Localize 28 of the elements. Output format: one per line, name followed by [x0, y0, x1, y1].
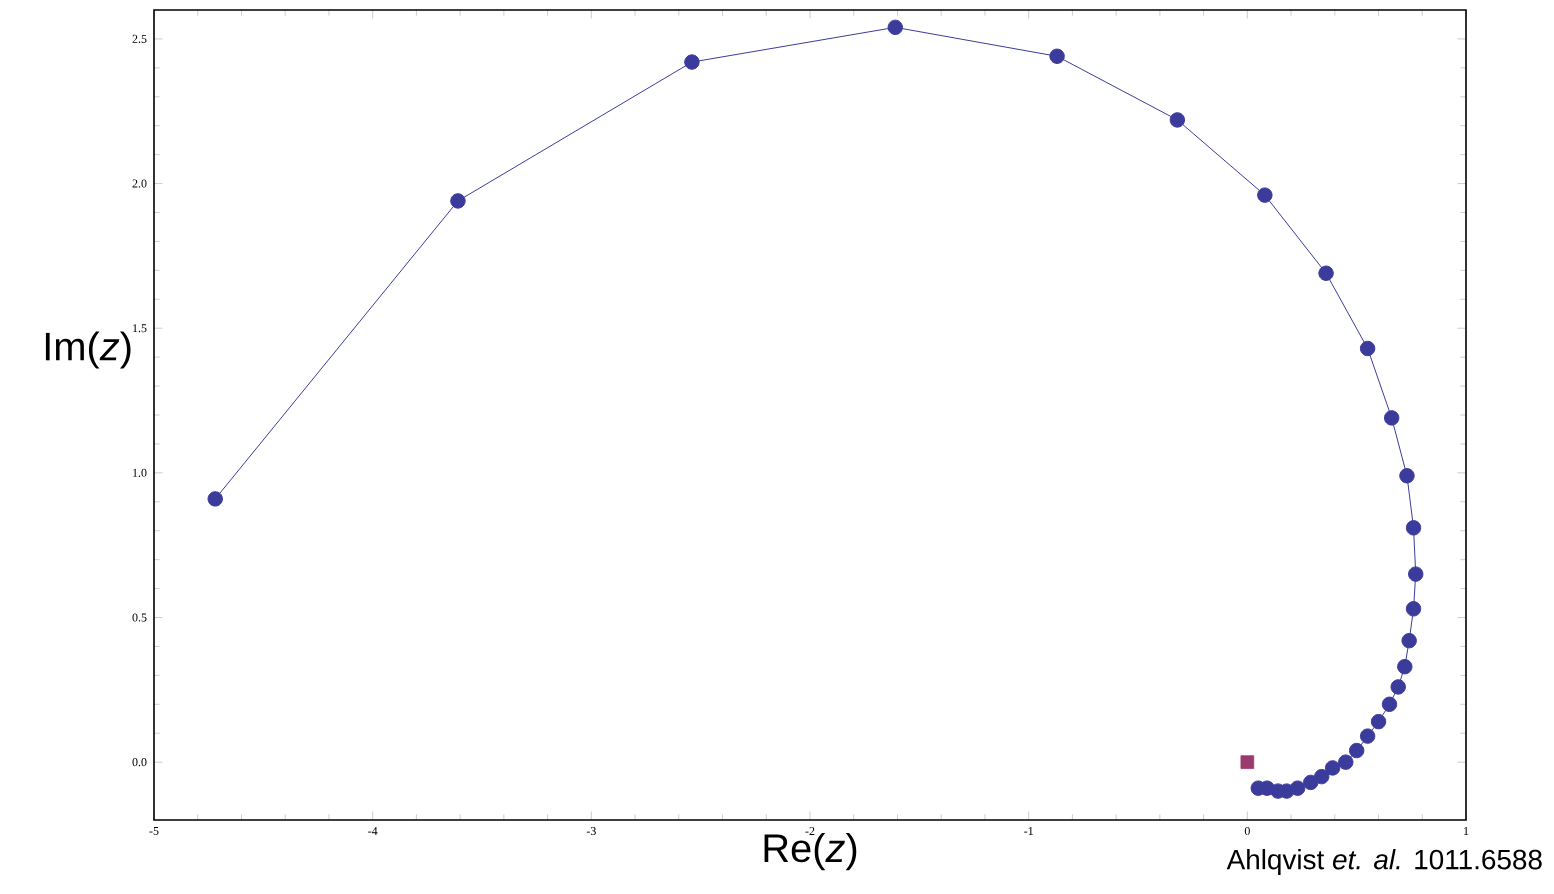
- point: [1383, 410, 1400, 426]
- point: [1405, 601, 1422, 617]
- point: [1303, 774, 1319, 791]
- point: [1381, 696, 1398, 712]
- point: [684, 54, 700, 70]
- point: [1399, 468, 1415, 484]
- point: [207, 491, 223, 507]
- point: [1359, 728, 1376, 744]
- point: [1324, 760, 1341, 776]
- point: [450, 193, 466, 209]
- x-axis-title: Re(z): [764, 833, 857, 871]
- point: [1370, 713, 1387, 730]
- point: [1338, 754, 1354, 770]
- point: [1049, 48, 1065, 64]
- point: [1169, 112, 1186, 128]
- point: [1240, 755, 1255, 769]
- point: [1401, 632, 1417, 649]
- point: [1257, 187, 1273, 203]
- point: [1408, 566, 1424, 582]
- point: [1359, 340, 1376, 357]
- point: [1318, 265, 1334, 281]
- point: [887, 19, 903, 36]
- y-axis-title: Im(z): [45, 331, 131, 369]
- point: [1397, 658, 1413, 675]
- point: [1405, 520, 1422, 536]
- point: [1348, 742, 1365, 759]
- point: [1390, 679, 1406, 695]
- text: Ahlqvist et. al. 1011.6588: [1226, 848, 1542, 875]
